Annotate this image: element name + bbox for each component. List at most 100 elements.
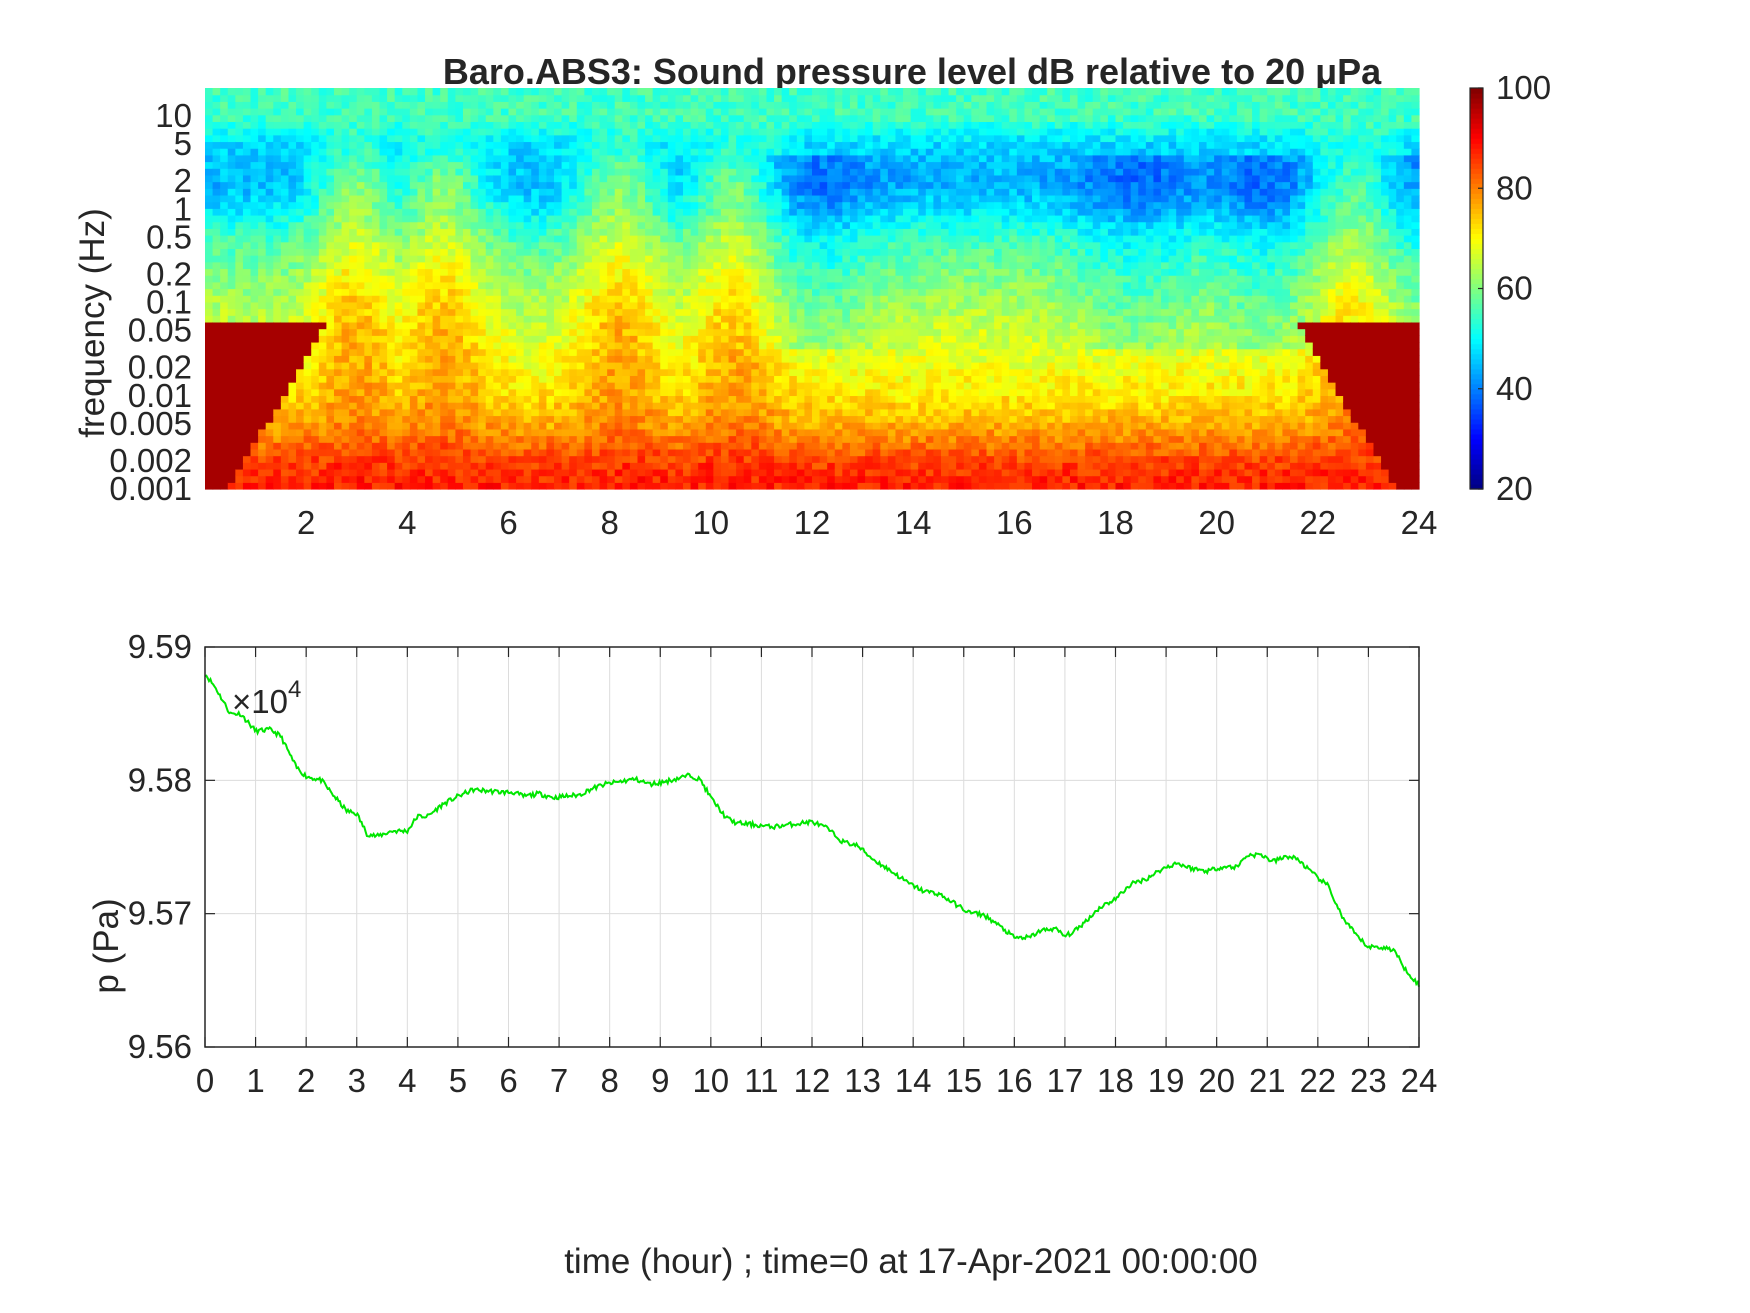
- heatmap-cell: [576, 88, 585, 96]
- heatmap-cell: [478, 468, 487, 477]
- heatmap-cell: [523, 248, 532, 256]
- heatmap-cell: [834, 382, 843, 390]
- heatmap-cell: [402, 382, 411, 390]
- heatmap-cell: [493, 194, 502, 203]
- heatmap-cell: [531, 341, 540, 350]
- heatmap-cell: [242, 375, 252, 383]
- heatmap-cell: [652, 235, 661, 243]
- heatmap-cell: [660, 228, 669, 236]
- heatmap-cell: [667, 201, 677, 209]
- heatmap-cell: [804, 228, 813, 236]
- heatmap-cell: [538, 101, 548, 109]
- heatmap-cell: [607, 235, 616, 243]
- heatmap-cell: [493, 341, 502, 350]
- heatmap-cell: [242, 281, 252, 290]
- heatmap-cell: [758, 181, 768, 189]
- heatmap-cell: [607, 255, 616, 263]
- heatmap-cell: [531, 308, 540, 316]
- heatmap-cell: [743, 295, 752, 303]
- heatmap-cell: [341, 228, 350, 236]
- heatmap-cell: [250, 161, 259, 169]
- heatmap-cell: [341, 415, 350, 423]
- heatmap-cell: [819, 468, 828, 477]
- heatmap-cell: [576, 468, 585, 477]
- heatmap-cell: [599, 301, 608, 310]
- heatmap-cell: [584, 468, 593, 477]
- heatmap-cell: [318, 281, 327, 290]
- heatmap-cell: [675, 88, 684, 96]
- heatmap-cell: [690, 448, 699, 457]
- heatmap-cell: [629, 475, 639, 483]
- heatmap-cell: [417, 108, 426, 116]
- heatmap-cell: [667, 188, 677, 196]
- heatmap-cell: [235, 134, 244, 143]
- heatmap-cell: [508, 181, 517, 189]
- heatmap-cell: [273, 395, 282, 403]
- heatmap-cell: [235, 255, 244, 263]
- heatmap-cell: [432, 174, 441, 183]
- heatmap-cell: [508, 281, 517, 290]
- heatmap-cell: [614, 235, 623, 243]
- heatmap-cell: [561, 281, 570, 290]
- heatmap-cell: [637, 161, 646, 169]
- heatmap-cell: [569, 335, 578, 343]
- heatmap-cell: [409, 341, 419, 350]
- heatmap-cell: [554, 214, 563, 223]
- heatmap-cell: [781, 248, 790, 256]
- heatmap-cell: [561, 408, 570, 417]
- heatmap-cell: [728, 281, 737, 290]
- heatmap-cell: [705, 328, 714, 336]
- heatmap-cell: [751, 235, 760, 243]
- heatmap-cell: [683, 108, 692, 116]
- heatmap-cell: [326, 268, 335, 276]
- heatmap-cell: [599, 88, 608, 96]
- heatmap-cell: [561, 362, 570, 370]
- heatmap-cell: [371, 402, 381, 410]
- heatmap-cell: [417, 188, 426, 196]
- heatmap-cell: [326, 108, 335, 116]
- heatmap-cell: [462, 181, 472, 189]
- heatmap-cell: [387, 214, 396, 223]
- heatmap-cell: [485, 208, 494, 216]
- heatmap-cell: [280, 161, 290, 169]
- heatmap-cell: [432, 134, 441, 143]
- heatmap-cell: [371, 114, 381, 123]
- heatmap-cell: [766, 382, 775, 390]
- heatmap-cell: [462, 248, 472, 256]
- heatmap-cell: [235, 168, 244, 176]
- heatmap-cell: [371, 261, 381, 270]
- heatmap-cell: [326, 168, 335, 176]
- heatmap-cell: [280, 335, 290, 343]
- heatmap-cell: [265, 235, 274, 243]
- heatmap-cell: [440, 235, 449, 243]
- heatmap-cell: [531, 121, 540, 129]
- heatmap-cell: [394, 288, 403, 296]
- heatmap-cell: [242, 128, 252, 136]
- heatmap-cell: [432, 221, 441, 229]
- heatmap-cell: [812, 448, 821, 457]
- heatmap-cell: [538, 308, 548, 316]
- heatmap-cell: [273, 121, 282, 129]
- heatmap-cell: [440, 415, 449, 423]
- heatmap-cell: [614, 442, 623, 450]
- heatmap-cell: [311, 468, 320, 477]
- heatmap-cell: [296, 308, 305, 316]
- heatmap-cell: [500, 415, 510, 423]
- heatmap-cell: [387, 128, 396, 136]
- heatmap-cell: [736, 201, 745, 209]
- heatmap-cell: [265, 248, 274, 256]
- heatmap-cell: [720, 408, 730, 417]
- heatmap-cell: [561, 141, 570, 149]
- heatmap-cell: [614, 154, 623, 163]
- heatmap-cell: [387, 388, 396, 397]
- heatmap-cell: [455, 108, 464, 116]
- heatmap-cell: [561, 475, 570, 483]
- heatmap-cell: [387, 422, 396, 430]
- heatmap-cell: [629, 168, 639, 176]
- heatmap-cell: [311, 168, 320, 176]
- heatmap-cell: [493, 261, 502, 270]
- heatmap-cell: [667, 462, 677, 470]
- heatmap-cell: [288, 355, 297, 363]
- heatmap-cell: [690, 355, 699, 363]
- heatmap-cell: [220, 148, 229, 156]
